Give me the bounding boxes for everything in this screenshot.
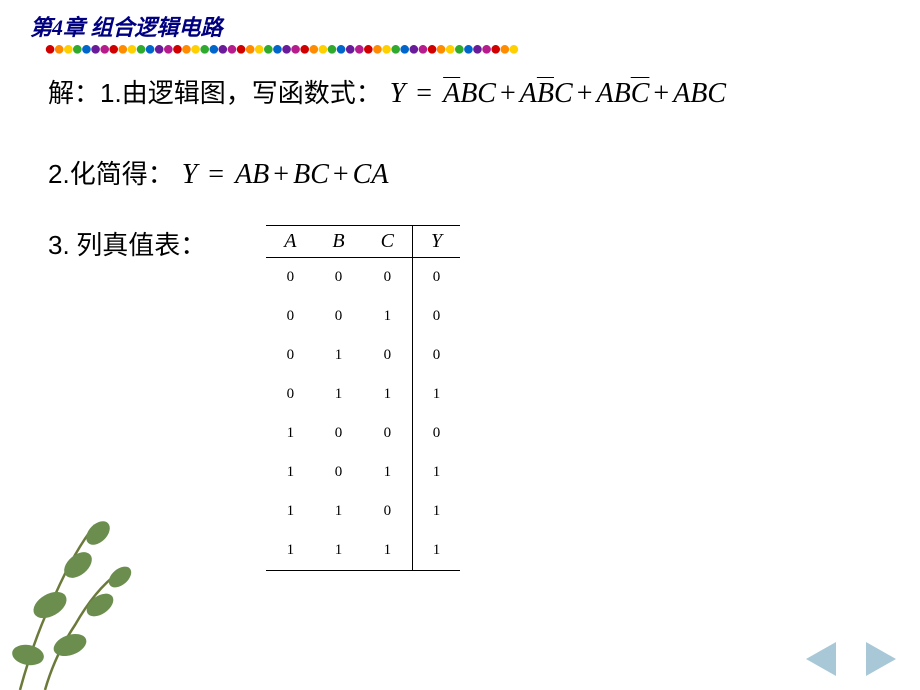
table-cell: 1 — [363, 531, 413, 571]
step3-text: 列真值表： — [76, 231, 206, 260]
table-cell: 1 — [363, 375, 413, 414]
table-cell: 1 — [412, 375, 460, 414]
table-cell: 0 — [363, 414, 413, 453]
step-3: 3. 列真值表： ABCY000000100100011110001011110… — [48, 225, 880, 571]
step-1: 解： 1. 由逻辑图，写函数式： Y = ABC+ABC+ABC+ABC — [48, 73, 880, 110]
step1-text: 由逻辑图，写函数式： — [122, 73, 382, 110]
table-cell: 0 — [412, 336, 460, 375]
table-cell: 0 — [412, 297, 460, 336]
prev-button[interactable] — [806, 642, 836, 676]
step1-number: 1. — [100, 78, 122, 109]
table-header: A — [266, 226, 314, 258]
table-row: 1000 — [266, 414, 460, 453]
table-row: 1011 — [266, 453, 460, 492]
nav-controls — [806, 642, 896, 676]
truth-table-container: ABCY00000010010001111000101111011111 — [266, 225, 460, 571]
table-cell: 1 — [314, 336, 362, 375]
table-row: 1101 — [266, 492, 460, 531]
step-2: 2. 化简得： Y = AB+BC+CA — [48, 154, 880, 191]
table-row: 0010 — [266, 297, 460, 336]
table-header: B — [314, 226, 362, 258]
step3-number: 3. — [48, 230, 70, 260]
table-cell: 1 — [266, 492, 314, 531]
equation-2: Y = AB+BC+CA — [174, 159, 389, 191]
table-cell: 1 — [363, 297, 413, 336]
table-cell: 1 — [412, 531, 460, 571]
table-row: 0100 — [266, 336, 460, 375]
step2-number: 2. — [48, 159, 70, 190]
table-cell: 0 — [412, 258, 460, 298]
table-cell: 0 — [266, 297, 314, 336]
table-cell: 1 — [266, 414, 314, 453]
table-cell: 0 — [266, 336, 314, 375]
table-cell: 1 — [266, 531, 314, 571]
table-cell: 1 — [314, 375, 362, 414]
equation-1: Y = ABC+ABC+ABC+ABC — [382, 78, 726, 110]
table-header: Y — [412, 226, 460, 258]
table-cell: 0 — [363, 336, 413, 375]
table-cell: 0 — [266, 375, 314, 414]
next-button[interactable] — [866, 642, 896, 676]
table-cell: 0 — [363, 258, 413, 298]
table-row: 0000 — [266, 258, 460, 298]
table-header: C — [363, 226, 413, 258]
table-cell: 1 — [314, 531, 362, 571]
table-cell: 0 — [314, 453, 362, 492]
table-cell: 0 — [314, 258, 362, 298]
table-row: 0111 — [266, 375, 460, 414]
slide-header: 第4章 组合逻辑电路 ●●●●●●●●●●●●●●●●●●●●●●●●●●●●●… — [0, 0, 920, 58]
table-cell: 0 — [314, 414, 362, 453]
table-cell: 0 — [363, 492, 413, 531]
table-cell: 1 — [314, 492, 362, 531]
truth-table: ABCY00000010010001111000101111011111 — [266, 225, 460, 571]
plant-decoration — [0, 495, 170, 690]
step2-text: 化简得： — [70, 154, 174, 191]
table-cell: 1 — [412, 453, 460, 492]
table-cell: 0 — [314, 297, 362, 336]
table-cell: 1 — [412, 492, 460, 531]
table-cell: 0 — [412, 414, 460, 453]
table-cell: 0 — [266, 258, 314, 298]
table-row: 1111 — [266, 531, 460, 571]
decorative-dots: ●●●●●●●●●●●●●●●●●●●●●●●●●●●●●●●●●●●●●●●●… — [30, 42, 920, 54]
table-cell: 1 — [363, 453, 413, 492]
step1-prefix: 解： — [48, 73, 100, 110]
table-cell: 1 — [266, 453, 314, 492]
table-header-row: ABCY — [266, 226, 460, 258]
